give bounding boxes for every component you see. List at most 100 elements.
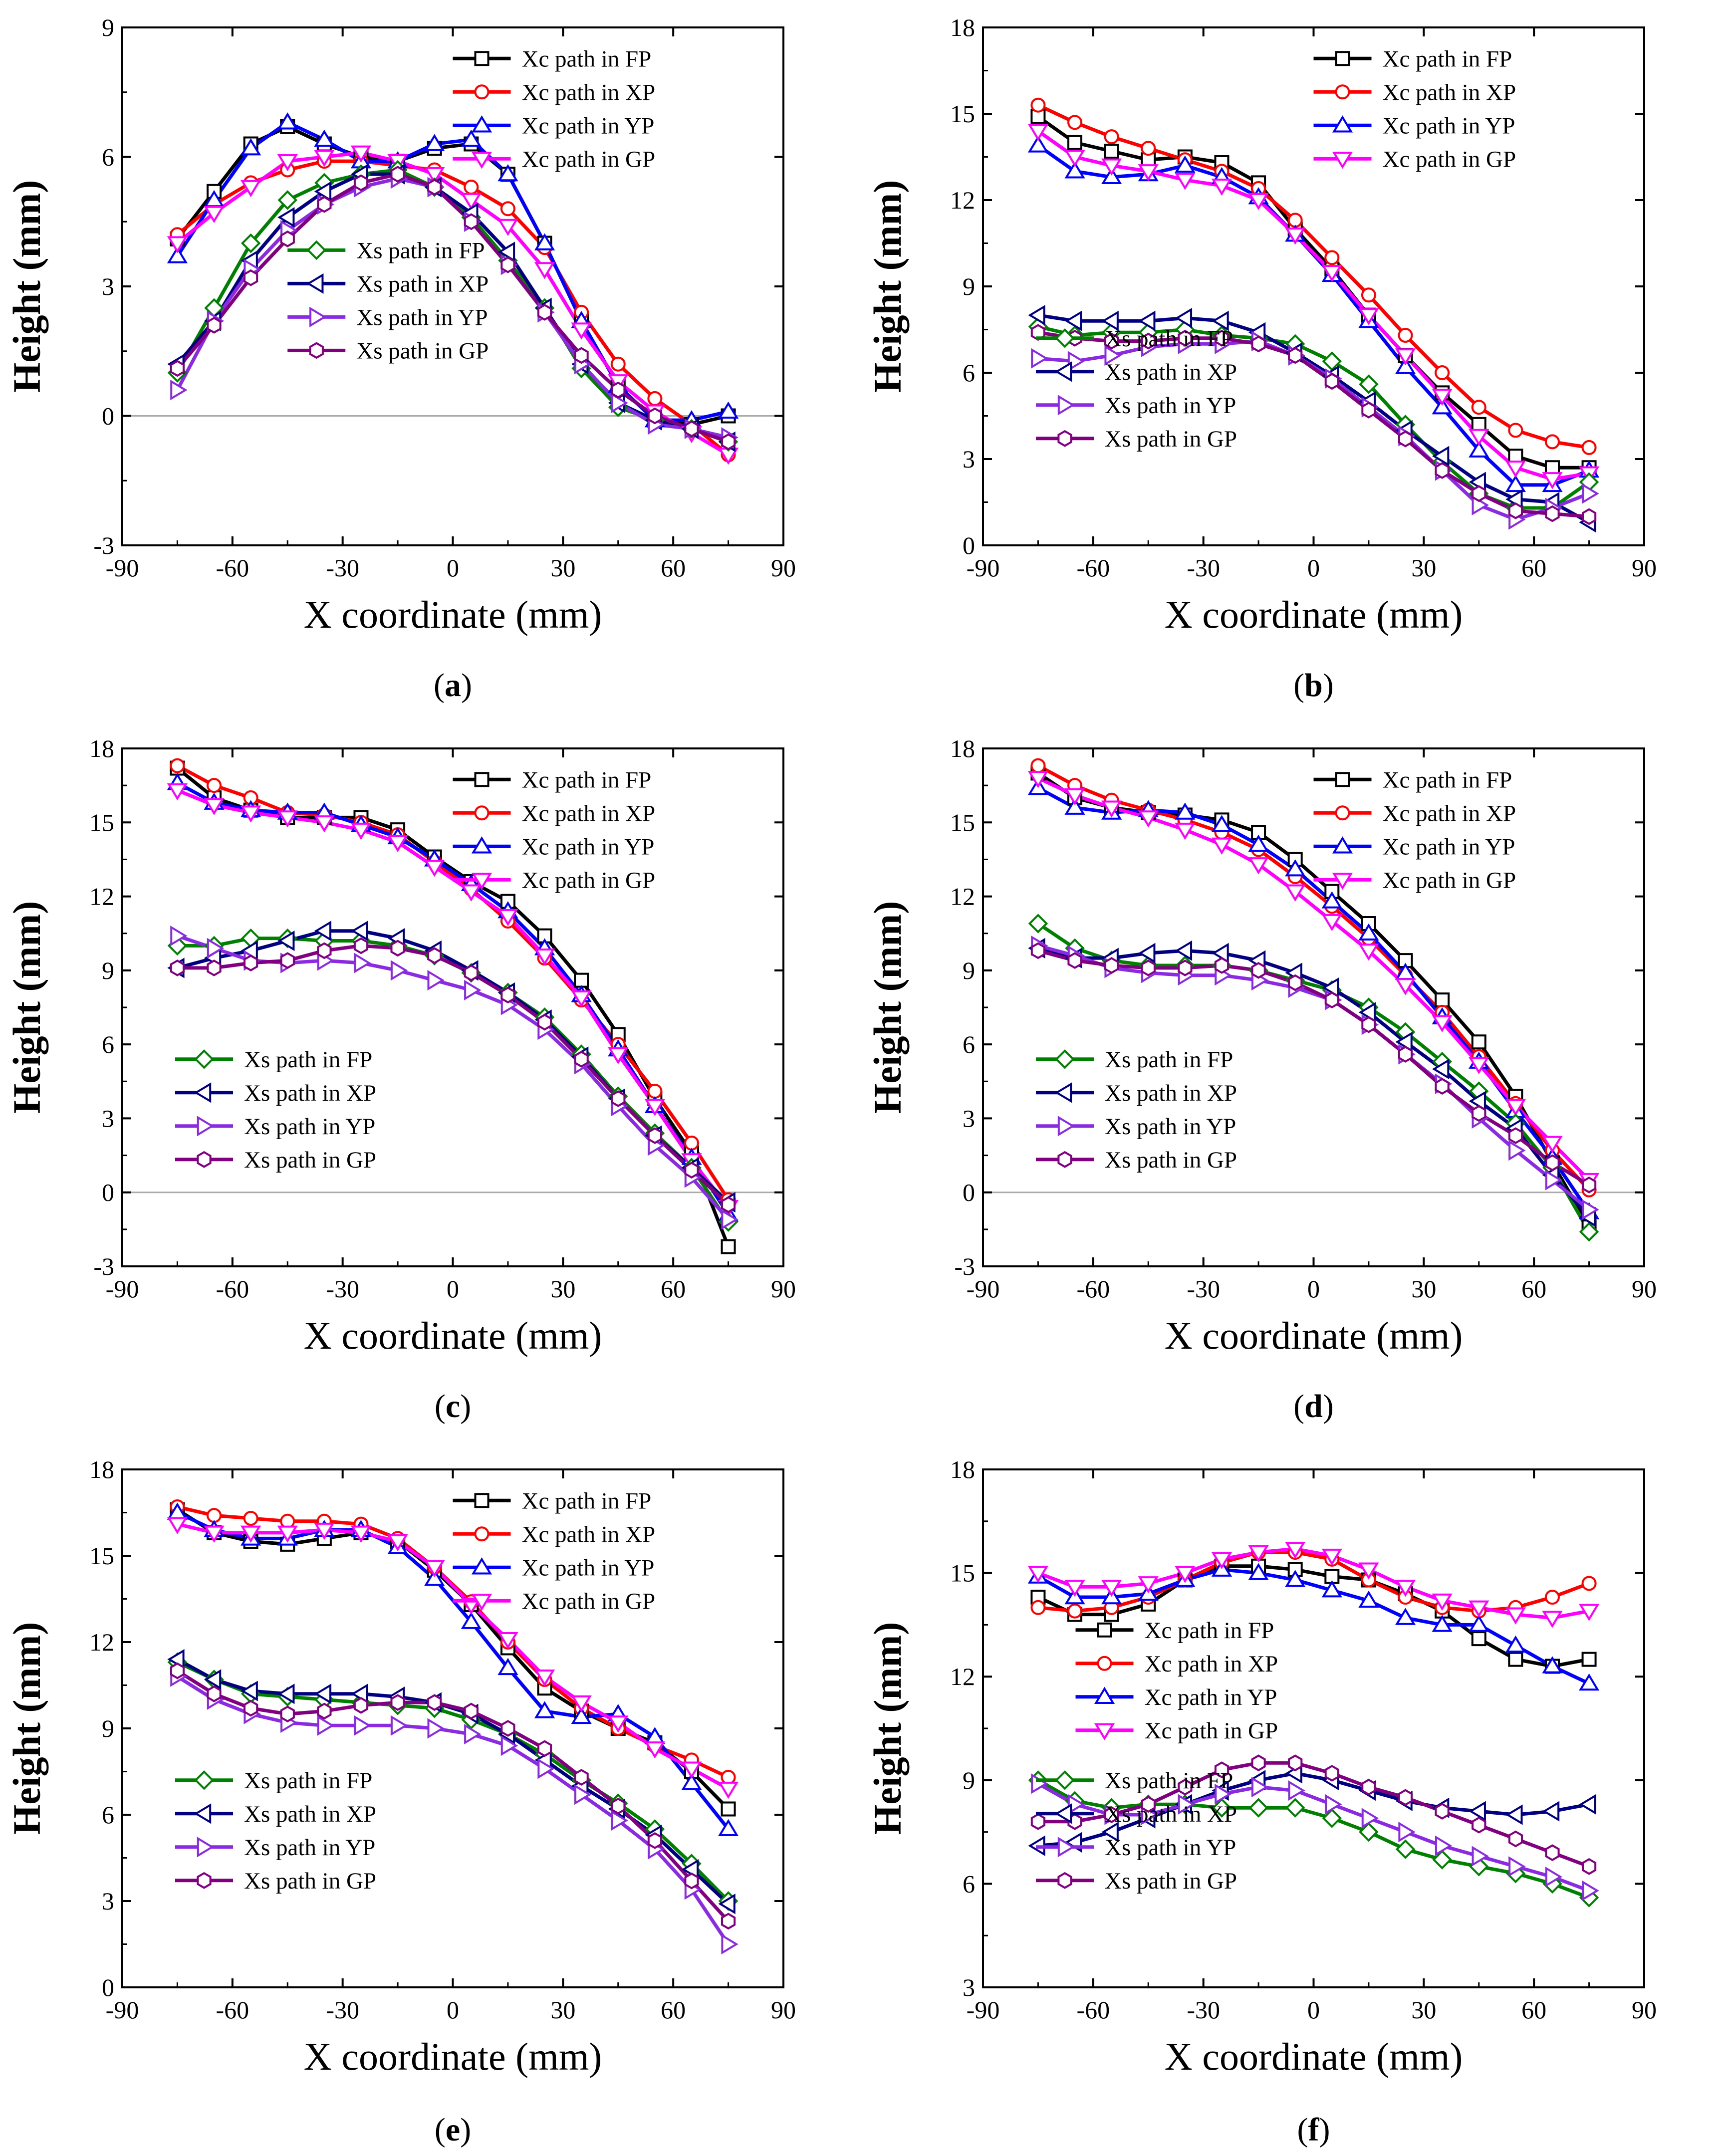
data-point	[1322, 1808, 1342, 1828]
panel-caption: (e)	[435, 2112, 471, 2148]
data-point	[574, 1784, 592, 1805]
data-point	[1321, 1548, 1342, 1566]
legend-top-right: Xc path in FP Xc path in XP Xc path in YP X…	[1313, 46, 1516, 172]
data-point	[207, 938, 225, 958]
data-point	[1027, 771, 1049, 788]
legend-item-xs-path-in-xp: Xs path in XP	[1036, 1801, 1237, 1827]
data-point	[1064, 150, 1085, 167]
series-markers-xs-path-in-gp	[170, 937, 736, 1213]
legend-item-xc-path-in-yp: Xc path in YP	[453, 1555, 654, 1581]
legend-lower-left: Xs path in FP Xs path in XP Xs path in YP X…	[175, 1768, 376, 1894]
legend-label: Xs path in FP	[1105, 1047, 1233, 1073]
x-tick-label: -60	[1077, 554, 1110, 582]
legend-item-xc-path-in-yp: Xc path in YP	[453, 834, 654, 860]
data-point	[204, 1525, 225, 1543]
data-point	[244, 269, 258, 286]
legend-marker	[471, 152, 493, 169]
data-point	[1285, 859, 1306, 877]
legend-marker	[1335, 51, 1350, 66]
caption-close: )	[460, 2112, 471, 2148]
data-point	[1361, 1808, 1379, 1829]
data-point	[1175, 307, 1193, 329]
legend-marker	[1094, 1686, 1115, 1704]
data-point	[241, 180, 261, 198]
data-point	[1028, 914, 1048, 934]
data-point	[1508, 1140, 1526, 1161]
data-point	[390, 1715, 408, 1736]
data-point	[427, 1694, 442, 1711]
data-point	[277, 1683, 295, 1704]
data-point	[1285, 1798, 1305, 1818]
data-point	[1582, 1176, 1597, 1194]
x-tick-label: 30	[1411, 1996, 1436, 2024]
y-axis-title: Height (mm)	[5, 901, 48, 1114]
x-axis-title: X coordinate (mm)	[304, 2035, 602, 2078]
data-point	[244, 955, 258, 971]
data-point	[1067, 1794, 1085, 1815]
data-point	[1175, 1566, 1196, 1583]
data-point	[317, 196, 332, 213]
data-point	[1285, 884, 1306, 902]
x-axis-title: X coordinate (mm)	[304, 593, 602, 636]
y-tick-label: 6	[963, 1030, 975, 1058]
legend-label: Xs path in YP	[244, 1835, 375, 1861]
series-line-xs-path-in-fp	[1037, 1778, 1590, 1900]
data-point	[314, 1683, 332, 1704]
x-axis-title: X coordinate (mm)	[1165, 2035, 1463, 2078]
x-tick-label: -90	[967, 1996, 1000, 2024]
caption-open: (	[435, 1388, 446, 1425]
data-point	[1542, 1611, 1563, 1628]
data-point	[1578, 1673, 1600, 1691]
data-point	[1321, 891, 1342, 909]
series-line-xc-path-in-gp	[1037, 129, 1590, 481]
series-line-xc-path-in-yp	[1037, 1568, 1590, 1685]
series-line-xc-path-in-fp	[1037, 1564, 1590, 1668]
data-point	[167, 1517, 188, 1534]
chart-panel-f: -90 -60 -30 0 30 60 90 3 6 9 12 15 18 X coordinate (m…	[866, 1455, 1657, 2148]
legend-item-xs-path-in-gp: Xs path in GP	[175, 1147, 376, 1173]
legend-marker	[1054, 361, 1072, 382]
legend-label: Xs path in GP	[244, 1147, 376, 1173]
data-point	[574, 1050, 589, 1068]
data-point	[1175, 802, 1196, 820]
legend-label: Xs path in FP	[356, 238, 485, 263]
y-tick-label: -3	[93, 531, 114, 559]
data-point	[1469, 1091, 1486, 1112]
data-point	[1064, 797, 1085, 815]
data-point	[207, 778, 222, 793]
data-point	[424, 1560, 445, 1578]
legend-item-xs-path-in-fp: Xs path in FP	[175, 1047, 372, 1073]
series-markers-xs-path-in-gp	[1030, 942, 1597, 1194]
legend-label: Xc path in YP	[1383, 113, 1515, 139]
data-point	[1469, 1057, 1489, 1074]
legend-marker	[1057, 395, 1075, 416]
data-point	[1545, 1844, 1560, 1862]
legend-label: Xs path in GP	[244, 1868, 376, 1894]
data-point	[280, 952, 295, 969]
legend-item-xc-path-in-gp: Xc path in GP	[1313, 146, 1516, 172]
series-line-xs-path-in-yp	[1037, 1782, 1590, 1893]
data-point	[1248, 193, 1269, 211]
data-point	[427, 970, 445, 991]
legend-label: Xc path in XP	[522, 1521, 656, 1547]
legend-label: Xc path in FP	[522, 46, 652, 72]
series-markers-xs-path-in-gp	[170, 166, 736, 451]
data-point	[1215, 1783, 1232, 1805]
data-point	[1101, 310, 1119, 331]
data-point	[1359, 374, 1379, 394]
legend-marker	[471, 873, 493, 890]
data-point	[647, 1127, 662, 1144]
series-line-xs-path-in-xp	[176, 172, 729, 444]
legend-marker	[194, 1770, 214, 1790]
x-tick-label: -90	[106, 1275, 139, 1303]
data-point	[571, 322, 592, 340]
data-point	[608, 1715, 629, 1733]
data-point	[1212, 310, 1229, 331]
data-point	[464, 180, 479, 195]
data-point	[684, 420, 699, 438]
x-tick-label: -90	[106, 554, 139, 582]
data-point	[534, 1670, 555, 1687]
data-point	[1432, 397, 1453, 415]
data-point	[1322, 977, 1339, 998]
x-tick-label: -30	[1187, 1275, 1220, 1303]
